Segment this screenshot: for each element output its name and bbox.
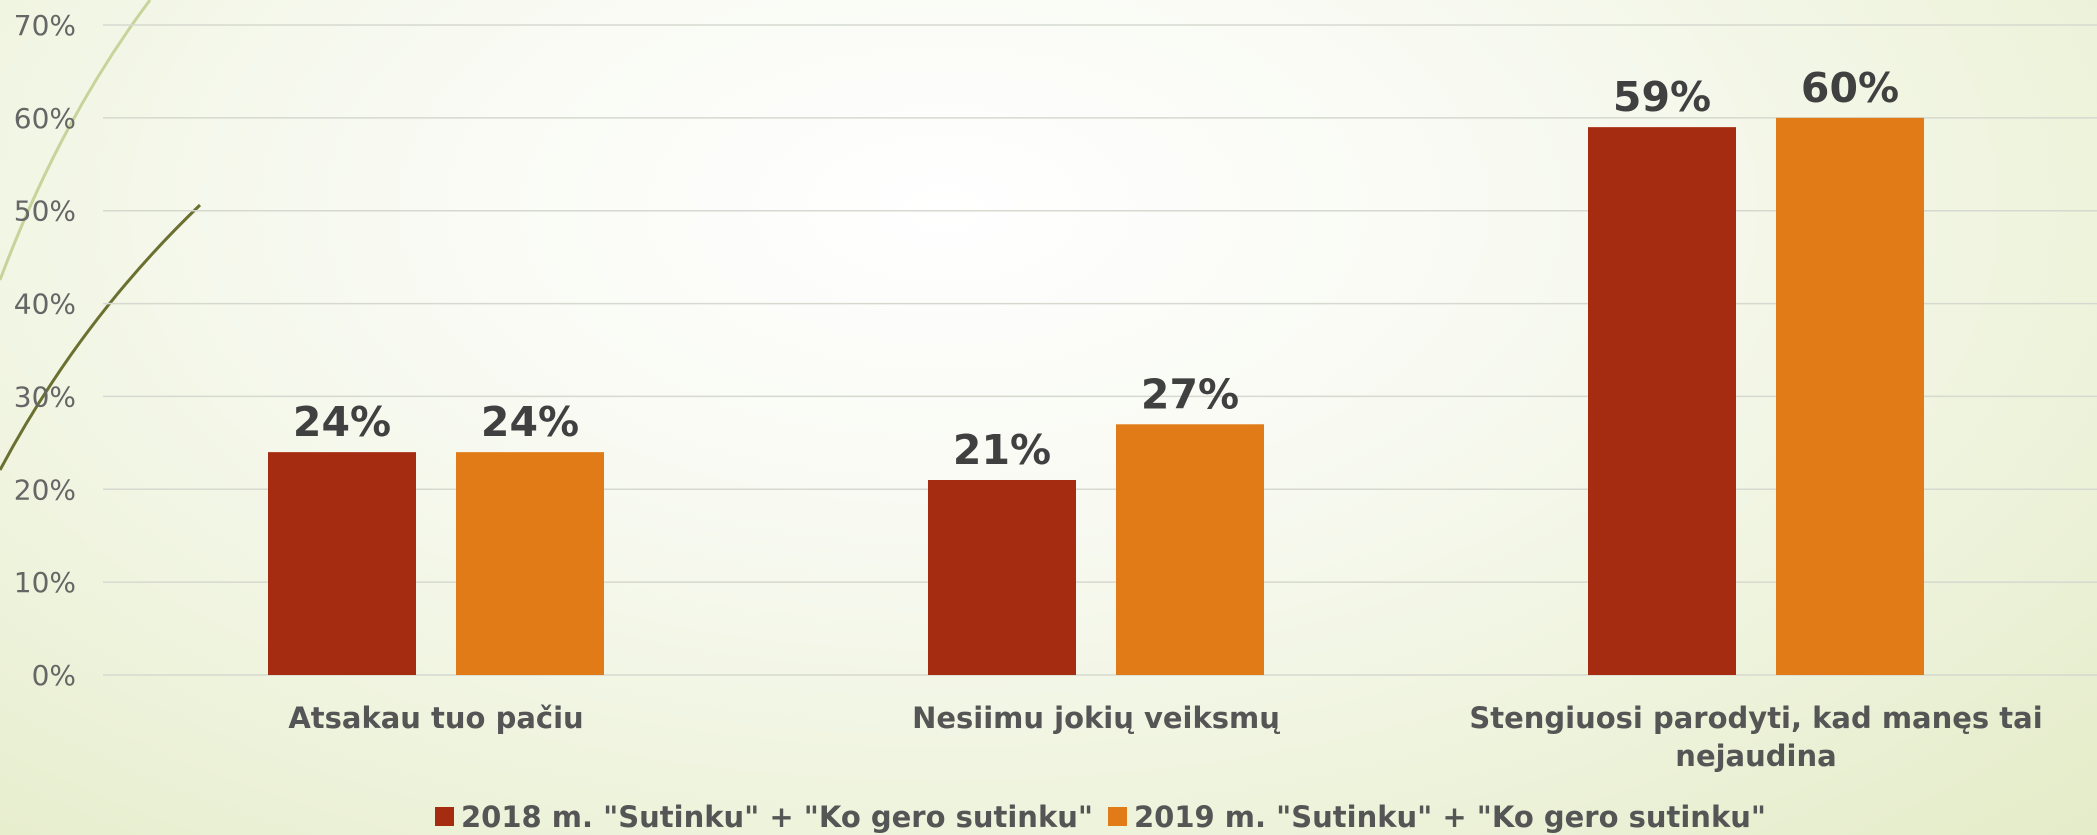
bars (268, 117, 1924, 676)
decorative-curves (0, 0, 202, 471)
y-tick-label: 40% (14, 288, 76, 321)
bar-series-1-2 (928, 480, 1076, 675)
y-tick-label: 0% (32, 659, 76, 692)
bar-series-2-2 (1116, 424, 1264, 675)
data-label: 27% (1141, 370, 1239, 418)
y-tick-label: 20% (14, 473, 76, 506)
data-labels: 24% 21% 59% 24% 27% 60% (293, 64, 1899, 474)
category-label-line: Stengiuosi parodyti, kad manęs tai (1469, 701, 2042, 735)
legend-swatch (1108, 807, 1127, 826)
category-label-line: Atsakau tuo pačiu (288, 701, 583, 735)
data-label: 24% (481, 398, 579, 446)
legend: 2018 m. "Sutinku" + "Ko gero sutinku" 201… (435, 800, 1766, 834)
category-label-line: nejaudina (1675, 739, 1836, 773)
decorative-curve-dark (0, 203, 202, 471)
bar-series-2-3 (1776, 117, 1924, 676)
category-label: Nesiimu jokių veiksmų (912, 701, 1280, 735)
x-axis: Atsakau tuo pačiu Nesiimu jokių veiksmų St… (288, 701, 2042, 773)
legend-label: 2019 m. "Sutinku" + "Ko gero sutinku" (1134, 800, 1766, 834)
y-tick-label: 70% (14, 9, 76, 42)
y-tick-label: 10% (14, 566, 76, 599)
data-label: 24% (293, 398, 391, 446)
gridlines (103, 24, 2097, 676)
legend-swatch (435, 807, 454, 826)
data-label: 59% (1613, 73, 1711, 121)
bar-series-1-3 (1588, 127, 1736, 675)
category-label: Atsakau tuo pačiu (288, 701, 583, 735)
bar-series-2-1 (456, 452, 604, 675)
category-label: Stengiuosi parodyti, kad manęs tai nejaud… (1469, 701, 2042, 773)
y-axis: 0% 10% 20% 30% 40% 50% 60% 70% (14, 9, 76, 692)
bar-series-1-1 (268, 452, 416, 675)
data-label: 21% (953, 426, 1051, 474)
decorative-curve-light (0, 0, 152, 281)
y-tick-label: 60% (14, 102, 76, 135)
category-label-line: Nesiimu jokių veiksmų (912, 701, 1280, 735)
y-tick-label: 30% (14, 380, 76, 413)
y-tick-label: 50% (14, 195, 76, 228)
legend-label: 2018 m. "Sutinku" + "Ko gero sutinku" (461, 800, 1093, 834)
data-label: 60% (1801, 64, 1899, 112)
